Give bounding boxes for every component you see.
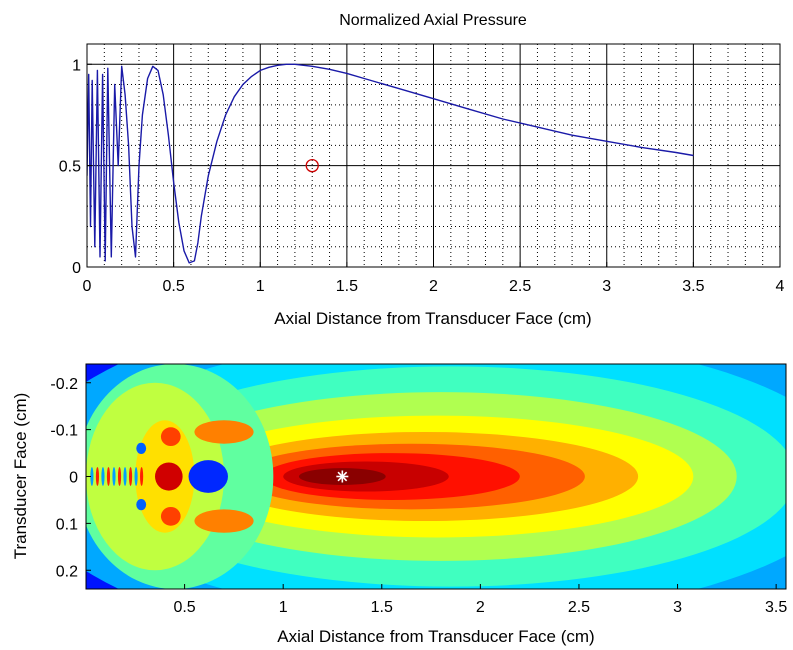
chart-title: Normalized Axial Pressure (339, 12, 527, 29)
x-tick-label: 2.5 (568, 599, 590, 616)
x-tick-label: 3 (673, 599, 682, 616)
x-tick-label: 3.5 (682, 278, 704, 295)
axial-fringe (95, 467, 100, 486)
side-lobe (194, 509, 254, 533)
y-ticks: 00.51 (59, 57, 92, 277)
series-lines (87, 63, 694, 264)
side-lobe (160, 427, 181, 447)
x-tick-label: 1.5 (336, 278, 358, 295)
marker-stroke (337, 471, 348, 482)
y-tick-label: -0.1 (50, 423, 78, 440)
x-axis-label: Axial Distance from Transducer Face (cm) (277, 627, 594, 646)
markers (305, 158, 319, 173)
x-tick-label: 0 (83, 278, 92, 295)
axial-fringe (123, 467, 127, 486)
heatmap-field (86, 364, 786, 589)
nearfield-null (188, 460, 228, 493)
x-tick-label: 4 (776, 278, 785, 295)
y-tick-label: 0 (72, 260, 81, 277)
y-tick-label: 0.5 (59, 159, 81, 176)
axial-fringe (128, 467, 133, 486)
axial-fringe (90, 467, 94, 486)
axial-fringe (117, 467, 122, 486)
y-tick-label: 0.1 (56, 516, 78, 533)
markers (336, 470, 349, 483)
nearfield-null (136, 442, 147, 454)
side-lobe (160, 506, 181, 526)
x-tick-label: 2 (429, 278, 438, 295)
marker-circle (305, 158, 319, 173)
y-ticks: -0.2 -0.1 0 0.1 0.2 (50, 376, 91, 580)
x-tick-label: 0.5 (173, 599, 195, 616)
axial-fringe (101, 467, 105, 486)
heatmap-chart: 0.5 1 1.5 2 2.5 3 3.5 -0.2 -0.1 0 0.1 0.2 Axial Di… (11, 363, 787, 646)
y-axis-label: Transducer Face (cm) (11, 393, 30, 560)
x-tick-label: 3.5 (765, 599, 787, 616)
x-tick-label: 1 (279, 599, 288, 616)
nearfield-peak (155, 462, 183, 491)
y-tick-label: 0 (69, 470, 78, 487)
axial-fringe (134, 467, 138, 486)
grid (87, 43, 780, 267)
x-axis-label: Axial Distance from Transducer Face (cm) (274, 309, 591, 328)
x-tick-label: 3 (602, 278, 611, 295)
x-tick-label: 0.5 (163, 278, 185, 295)
x-tick-label: 2 (476, 599, 485, 616)
axial-fringe (106, 467, 111, 486)
side-lobe (194, 420, 254, 444)
x-ticks: 0.5 1 1.5 2 2.5 3 3.5 (173, 584, 787, 616)
y-tick-label: -0.2 (50, 376, 78, 393)
x-tick-label: 2.5 (509, 278, 531, 295)
y-tick-label: 1 (72, 57, 81, 74)
x-tick-label: 1.5 (371, 599, 393, 616)
series-line (87, 63, 694, 264)
axial-fringe (140, 467, 144, 486)
x-ticks: 0 0.5 1 1.5 2 2.5 3 3.5 4 (83, 262, 785, 295)
y-tick-label: 0.2 (56, 563, 78, 580)
nearfield-null (136, 499, 147, 511)
marker-asterisk (336, 470, 349, 483)
line-chart: 0 0.5 1 1.5 2 2.5 3 3.5 4 00.51 Normalized Axial… (59, 12, 785, 328)
x-tick-label: 1 (256, 278, 265, 295)
axial-fringe (112, 467, 116, 486)
